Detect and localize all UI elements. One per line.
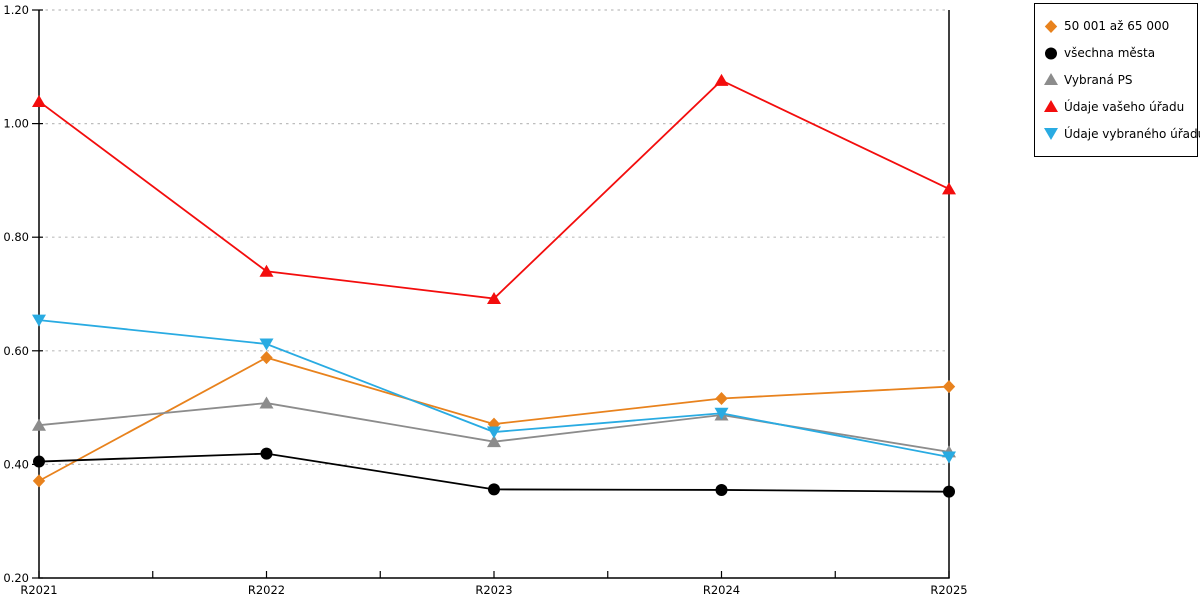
svg-text:0.40: 0.40 — [3, 457, 29, 471]
svg-text:0.20: 0.20 — [3, 571, 29, 585]
legend-item-label: Vybraná PS — [1064, 72, 1133, 87]
legend-item: 50 001 až 65 000 — [1043, 19, 1195, 34]
svg-text:0.80: 0.80 — [3, 230, 29, 244]
svg-text:R2024: R2024 — [703, 583, 740, 597]
legend-item-label: 50 001 až 65 000 — [1064, 19, 1170, 34]
svg-text:0.60: 0.60 — [3, 344, 29, 358]
svg-text:1.20: 1.20 — [3, 3, 29, 17]
legend-item: Údaje vybraného úřadu — [1043, 126, 1200, 141]
legend-item: Vybraná PS — [1043, 72, 1195, 87]
svg-text:R2023: R2023 — [475, 583, 512, 597]
legend: 50 001 až 65 000 všechna města Vybraná PS Ú… — [1034, 3, 1200, 157]
legend-marker-icon — [1044, 128, 1058, 141]
svg-text:1.00: 1.00 — [3, 117, 29, 131]
legend-item-label: Údaje vašeho úřadu — [1064, 99, 1185, 114]
legend-item-label: všechna města — [1064, 46, 1156, 61]
legend-marker-icon — [1044, 73, 1058, 86]
legend-marker-icon — [1044, 19, 1058, 33]
svg-text:R2025: R2025 — [930, 583, 967, 597]
svg-text:R2022: R2022 — [248, 583, 285, 597]
legend-marker-icon — [1045, 47, 1057, 60]
legend-item-label: Údaje vybraného úřadu — [1064, 126, 1200, 141]
legend-marker-icon — [1044, 100, 1058, 113]
legend-item: Údaje vašeho úřadu — [1043, 99, 1195, 114]
legend-item: všechna města — [1043, 46, 1195, 61]
svg-text:R2021: R2021 — [20, 583, 57, 597]
